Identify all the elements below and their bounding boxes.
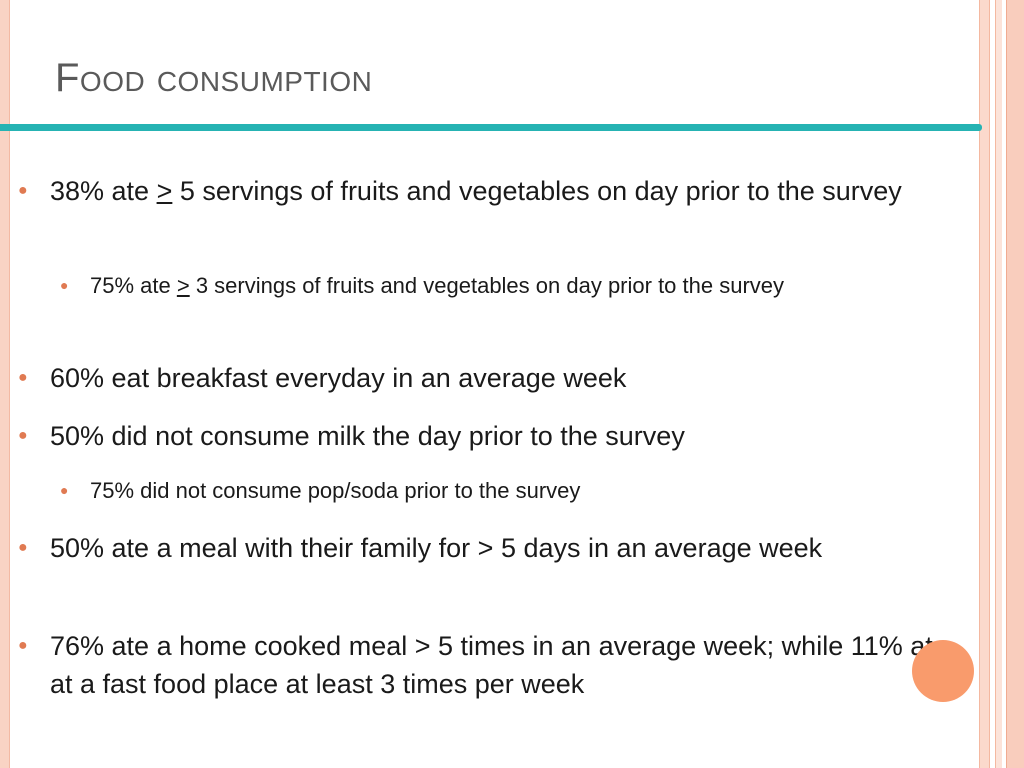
bullet-item: ● 60% eat breakfast everyday in an avera… [18, 359, 975, 397]
sub-bullet-item: ● 75% did not consume pop/soda prior to … [60, 473, 965, 509]
bullet-dot-icon: ● [18, 637, 28, 654]
bullet-dot-icon: ● [18, 182, 28, 199]
bullet-item: ● 76% ate a home cooked meal > 5 times i… [18, 627, 975, 703]
bullet-dot-icon: ● [18, 539, 28, 556]
bullet-dot-icon: ● [60, 482, 69, 498]
bullet-text: 50% did not consume milk the day prior t… [50, 421, 685, 451]
decorative-circle [912, 640, 974, 702]
bullet-text: 60% eat breakfast everyday in an average… [50, 363, 627, 393]
right-stripe-1 [979, 0, 990, 768]
bullet-text: 38% ate > 5 servings of fruits and veget… [50, 176, 902, 206]
title-underline [0, 124, 982, 131]
slide-title: Food consumption [55, 56, 373, 100]
bullet-text: 75% ate > 3 servings of fruits and veget… [90, 273, 785, 298]
right-stripe-3 [1006, 0, 1024, 768]
bullet-dot-icon: ● [18, 427, 28, 444]
bullet-text: 75% did not consume pop/soda prior to th… [90, 478, 581, 503]
bullet-text: 76% ate a home cooked meal > 5 times in … [50, 631, 948, 699]
right-stripe-2 [995, 0, 1002, 768]
left-edge-stripe [0, 0, 10, 768]
bullet-dot-icon: ● [60, 277, 69, 293]
bullet-text: 50% ate a meal with their family for > 5… [50, 533, 823, 563]
bullet-dot-icon: ● [18, 369, 28, 386]
sub-bullet-item: ● 75% ate > 3 servings of fruits and veg… [60, 268, 965, 304]
bullet-item: ● 50% ate a meal with their family for >… [18, 529, 975, 567]
bullet-item: ● 50% did not consume milk the day prior… [18, 417, 975, 455]
bullet-item: ● 38% ate > 5 servings of fruits and veg… [18, 172, 975, 210]
